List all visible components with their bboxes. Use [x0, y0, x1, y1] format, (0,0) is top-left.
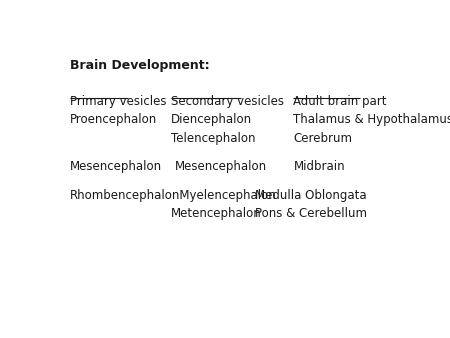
Text: Medulla Oblongata: Medulla Oblongata: [255, 189, 367, 202]
Text: Proencephalon: Proencephalon: [70, 114, 158, 126]
Text: Telencephalon: Telencephalon: [171, 132, 256, 145]
Text: Mesencephalon: Mesencephalon: [175, 160, 267, 173]
Text: Thalamus & Hypothalamus: Thalamus & Hypothalamus: [293, 114, 450, 126]
Text: Cerebrum: Cerebrum: [293, 132, 352, 145]
Text: Diencephalon: Diencephalon: [171, 114, 252, 126]
Text: Metencephalon: Metencephalon: [171, 207, 262, 220]
Text: Brain Development:: Brain Development:: [70, 59, 210, 72]
Text: Midbrain: Midbrain: [293, 160, 345, 173]
Text: RhombencephalonMyelencephalon: RhombencephalonMyelencephalon: [70, 189, 277, 202]
Text: Pons & Cerebellum: Pons & Cerebellum: [255, 207, 367, 220]
Text: Primary vesicles: Primary vesicles: [70, 95, 166, 108]
Text: Secondary vesicles: Secondary vesicles: [171, 95, 284, 108]
Text: Adult brain part: Adult brain part: [293, 95, 387, 108]
Text: Mesencephalon: Mesencephalon: [70, 160, 162, 173]
